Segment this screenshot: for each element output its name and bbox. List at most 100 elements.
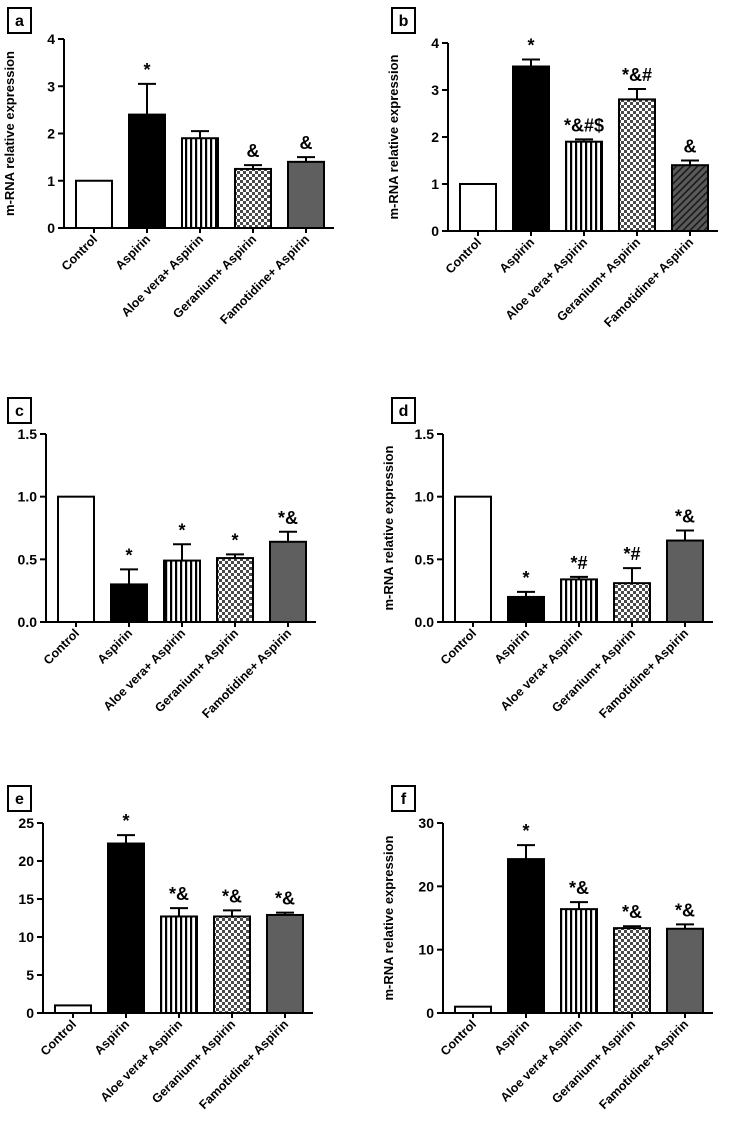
- panel-label-box: [7, 7, 32, 34]
- y-tick-label: 0.5: [415, 551, 435, 567]
- panel-d: d m-RNA relative expression 0.0 0.5 1.0 1.5 Co…: [381, 397, 713, 721]
- panel-b: b m-RNA relative expression 0 1 2 3 4 Control * A…: [386, 7, 718, 330]
- significance-label: &: [247, 141, 260, 161]
- significance-label: &: [300, 133, 313, 153]
- bar: [107, 842, 145, 1015]
- significance-label: *&#: [622, 65, 652, 85]
- significance-label: *: [178, 520, 185, 540]
- significance-label: *: [143, 60, 150, 80]
- y-axis-label: m-RNA relative expression: [386, 54, 401, 219]
- x-tick-label: Control: [438, 1017, 479, 1058]
- y-tick-label: 2: [431, 129, 439, 145]
- x-tick-label: Famotidine+ Aspirin: [199, 626, 294, 721]
- bar: [269, 540, 307, 624]
- significance-label: *#: [623, 544, 640, 564]
- bar: [507, 858, 545, 1014]
- panel-label-box: [391, 7, 416, 34]
- panel-label: d: [399, 403, 409, 420]
- bar: [213, 915, 251, 1014]
- y-tick-label: 1.5: [415, 426, 435, 442]
- y-tick-label: 0.0: [415, 614, 435, 630]
- x-tick-label: Aspirin: [92, 1017, 132, 1057]
- x-tick-label: Famotidine+ Aspirin: [596, 626, 691, 721]
- bar: [234, 167, 272, 229]
- significance-label: *&#$: [564, 115, 604, 135]
- bar: [666, 927, 704, 1014]
- bar: [613, 927, 651, 1015]
- bar: [287, 160, 325, 230]
- bar: [618, 98, 656, 233]
- x-tick-label: Control: [443, 235, 484, 276]
- y-tick-label: 1: [47, 173, 55, 189]
- y-tick-label: 2: [47, 126, 55, 142]
- y-tick-label: 25: [18, 815, 34, 831]
- bar: [613, 582, 651, 623]
- bar: [266, 913, 304, 1015]
- bar: [454, 1005, 492, 1015]
- bar: [454, 495, 492, 623]
- y-tick-label: 1.5: [18, 426, 38, 442]
- x-tick-label: Famotidine+ Aspirin: [196, 1017, 291, 1112]
- bar: [54, 1004, 92, 1015]
- bar: [128, 113, 166, 229]
- y-axis-label: m-RNA relative expression: [381, 835, 396, 1000]
- y-axis-label: m-RNA relative expression: [381, 445, 396, 610]
- y-tick-label: 0: [47, 220, 55, 236]
- x-tick-label: Famotidine+ Aspirin: [217, 232, 312, 327]
- x-tick-label: Aspirin: [497, 235, 537, 275]
- panel-label-box: [391, 785, 416, 812]
- y-tick-label: 0: [431, 223, 439, 239]
- y-tick-label: 0: [426, 1005, 434, 1021]
- significance-label: *#: [570, 553, 587, 573]
- panel-a: a m-RNA relative expression 0 1 2 3 4 Control * A…: [2, 7, 334, 327]
- y-tick-label: 10: [18, 929, 34, 945]
- y-tick-label: 5: [26, 967, 34, 983]
- significance-label: *: [231, 530, 238, 550]
- y-tick-label: 10: [418, 942, 434, 958]
- x-tick-label: Aspirin: [492, 626, 532, 666]
- significance-label: *&: [675, 900, 695, 920]
- panel-label: b: [399, 13, 409, 30]
- panel-label: f: [401, 791, 407, 808]
- significance-label: *: [527, 35, 534, 55]
- significance-label: *&: [275, 889, 295, 909]
- y-tick-label: 4: [431, 35, 439, 51]
- panel-label: e: [15, 791, 24, 808]
- panel-label: c: [15, 403, 24, 420]
- y-tick-label: 0.5: [18, 551, 38, 567]
- x-tick-label: Control: [59, 232, 100, 273]
- significance-label: *: [125, 545, 132, 565]
- bar: [666, 539, 704, 623]
- panel-e: em-RNA relative expression0510152025Cont…: [7, 785, 313, 1112]
- significance-label: &: [684, 137, 697, 157]
- y-tick-label: 20: [418, 878, 434, 894]
- significance-label: *&: [569, 878, 589, 898]
- x-tick-label: Aspirin: [95, 626, 135, 666]
- bar: [57, 495, 95, 623]
- bar: [512, 65, 550, 232]
- bar: [181, 137, 219, 230]
- bar: [459, 183, 497, 232]
- panel-label-box: [7, 397, 32, 424]
- bar: [160, 915, 198, 1014]
- y-tick-label: 1: [431, 176, 439, 192]
- panel-f: f m-RNA relative expression 0 10 20 30 Control…: [381, 785, 713, 1112]
- y-tick-label: 1.0: [18, 489, 38, 505]
- bar: [560, 578, 598, 623]
- significance-label: *: [522, 821, 529, 841]
- bar: [507, 595, 545, 624]
- y-tick-label: 4: [47, 31, 55, 47]
- y-tick-label: 30: [418, 815, 434, 831]
- x-tick-label: Control: [41, 626, 82, 667]
- x-tick-label: Aspirin: [113, 232, 153, 272]
- bar: [216, 557, 254, 624]
- significance-label: *&: [222, 886, 242, 906]
- panel-label-box: [391, 397, 416, 424]
- bar: [671, 164, 709, 232]
- bar: [560, 908, 598, 1015]
- panel-label-box: [7, 785, 32, 812]
- x-tick-label: Famotidine+ Aspirin: [596, 1017, 691, 1112]
- x-tick-label: Control: [38, 1017, 79, 1058]
- bar: [75, 179, 113, 229]
